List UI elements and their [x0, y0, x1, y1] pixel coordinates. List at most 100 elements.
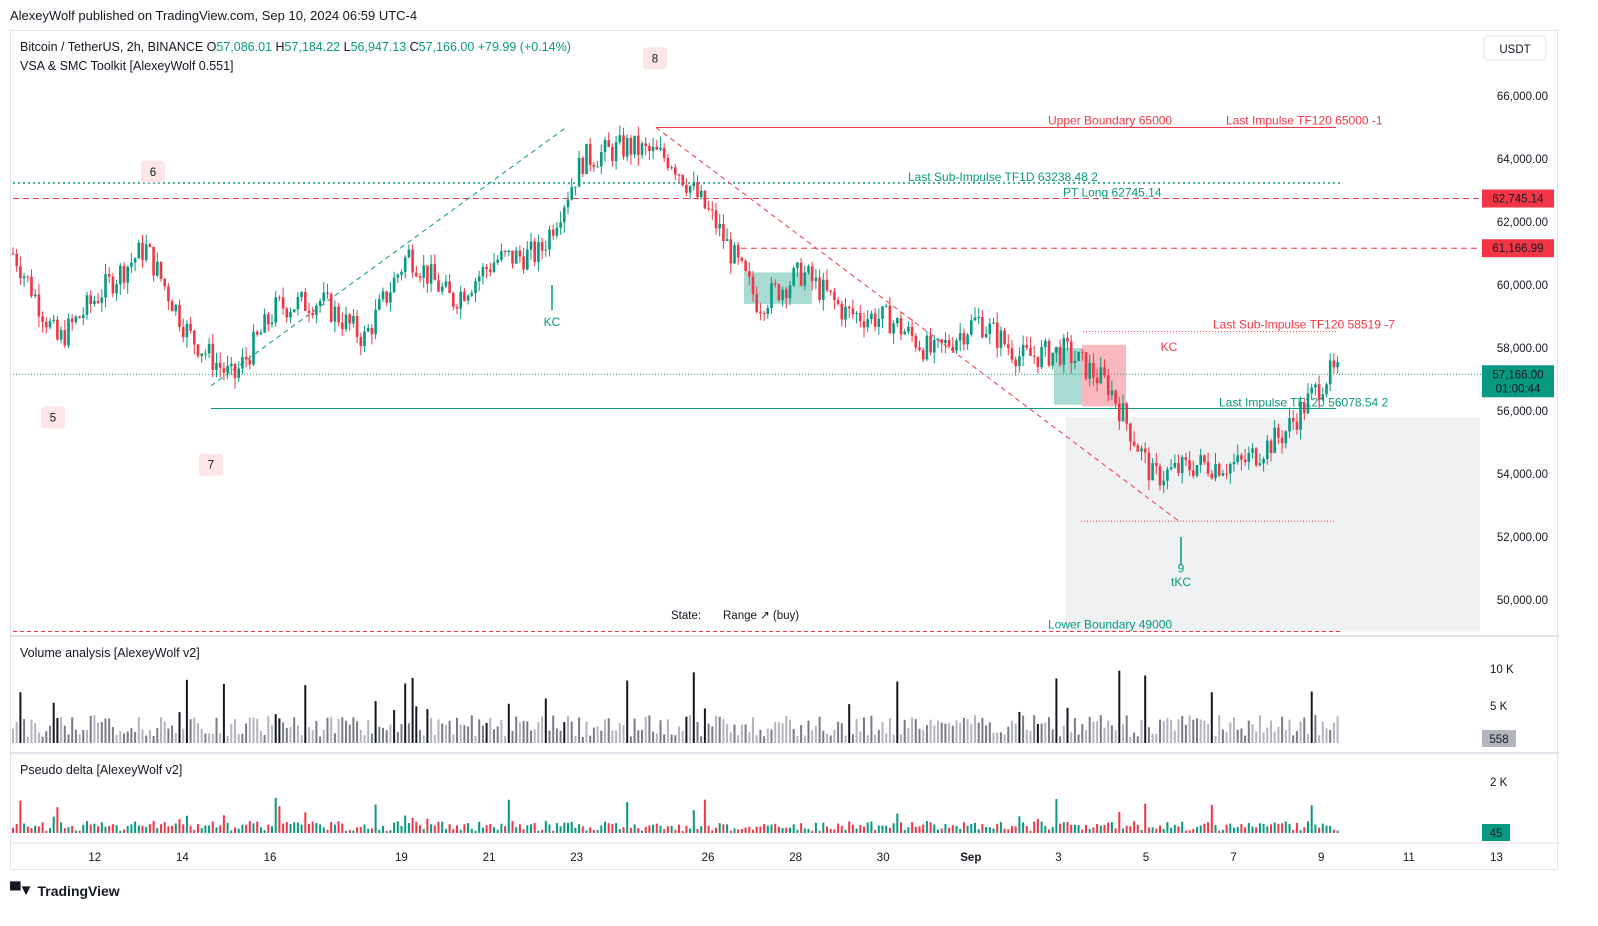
volume-bar	[296, 725, 299, 743]
candle-body	[389, 292, 392, 303]
delta-bar	[1207, 822, 1210, 833]
currency-button[interactable]: USDT	[1499, 44, 1530, 56]
chart-canvas[interactable]: Upper Boundary 65000 Last Impulse TF120 6…	[11, 31, 1559, 871]
delta-bar	[278, 806, 281, 833]
volume-bar	[507, 703, 510, 743]
volume-bar	[655, 733, 658, 743]
delta-bar	[992, 828, 995, 833]
candle-body	[659, 147, 662, 150]
volume-bar	[104, 718, 107, 743]
delta-bar	[1070, 824, 1073, 833]
delta-bar	[167, 826, 170, 833]
volume-bar	[1292, 735, 1295, 743]
candle-body	[1303, 402, 1306, 414]
wave-label-8: 8	[652, 53, 658, 65]
volume-bar	[363, 735, 366, 743]
volume-bar	[404, 683, 407, 743]
candle-body	[1262, 458, 1265, 464]
currency-button-box[interactable]	[1483, 35, 1547, 61]
delta-bar	[692, 810, 695, 833]
candle-body	[540, 242, 544, 251]
tradingview-brand[interactable]: ▀▼ TradingView	[10, 882, 120, 899]
candle-body	[548, 229, 551, 250]
delta-bar	[763, 824, 766, 833]
candle-body	[766, 308, 770, 315]
volume-bar	[822, 730, 825, 743]
delta-bar	[1096, 823, 1099, 833]
candle-body	[152, 246, 155, 276]
candle-body	[744, 260, 747, 272]
volume-bar	[1210, 692, 1213, 743]
delta-bar	[300, 824, 303, 833]
volume-bar	[433, 734, 436, 743]
candle-body	[37, 294, 41, 317]
delta-panel-title: Pseudo delta [AlexeyWolf v2]	[20, 763, 182, 777]
delta-bar	[615, 823, 618, 833]
volume-bar	[1022, 715, 1025, 743]
publish-header: AlexeyWolf published on TradingView.com,…	[10, 8, 418, 23]
delta-bar	[1144, 803, 1147, 833]
volume-bar	[900, 734, 902, 743]
candle-body	[503, 251, 507, 253]
time-tick: 23	[570, 852, 583, 864]
delta-bar	[1210, 804, 1213, 833]
volume-bar	[948, 723, 951, 743]
volume-bar	[792, 729, 795, 743]
volume-bar	[23, 719, 26, 743]
volume-bar	[548, 730, 551, 743]
candle-body	[1106, 375, 1110, 396]
delta-bar	[1199, 825, 1202, 833]
volume-bar	[1247, 720, 1250, 743]
volume-bar	[41, 736, 44, 743]
volume-bar	[863, 717, 865, 743]
volume-bar	[378, 726, 381, 743]
time-tick: 16	[264, 852, 277, 864]
time-axis: 12 14 16 19 21 23 26 28 30 Sep 3 5 7 9 11 13	[88, 852, 1502, 864]
delta-bar	[900, 822, 902, 833]
time-tick: 26	[702, 852, 715, 864]
candles-layer	[11, 125, 1339, 494]
delta-bar	[382, 826, 384, 833]
volume-bar	[134, 732, 137, 743]
candle-body	[836, 300, 840, 304]
volume-bar	[167, 728, 170, 743]
candle-body	[174, 304, 178, 312]
delta-bar	[752, 829, 754, 833]
time-tick: 21	[483, 852, 496, 864]
delta-bar	[359, 826, 362, 833]
delta-bar	[1314, 824, 1317, 833]
volume-bar	[78, 733, 81, 743]
volume-bar	[1055, 678, 1058, 743]
candle-body	[696, 182, 699, 198]
volume-bar	[1025, 729, 1028, 743]
delta-bar	[518, 824, 521, 833]
delta-bar	[1196, 827, 1198, 833]
volume-bar	[1325, 728, 1328, 743]
candle-body	[485, 266, 488, 270]
delta-bar	[74, 830, 77, 833]
volume-bar	[726, 724, 729, 743]
candle-body	[944, 340, 947, 344]
delta-bar	[1025, 826, 1028, 833]
candle-body	[1314, 384, 1317, 388]
volume-bar	[152, 735, 155, 743]
candle-body	[167, 286, 170, 302]
delta-bar	[119, 830, 122, 833]
delta-bar	[452, 829, 455, 833]
candle-body	[455, 306, 459, 309]
volume-bar	[729, 732, 732, 743]
candle-body	[52, 319, 55, 322]
candle-body	[1247, 452, 1251, 463]
delta-axis-2k: 2 K	[1490, 777, 1508, 789]
volume-bar	[604, 719, 606, 743]
candle-body	[193, 330, 196, 345]
volume-bar	[189, 719, 192, 743]
last-price-label: 57,166.00	[1492, 369, 1543, 381]
candle-body	[607, 140, 610, 148]
volume-bar	[204, 733, 207, 743]
candle-body	[252, 331, 255, 365]
volume-bar	[1233, 717, 1235, 743]
candle-body	[126, 266, 129, 283]
volume-bar	[493, 729, 495, 743]
delta-bar	[800, 823, 803, 833]
